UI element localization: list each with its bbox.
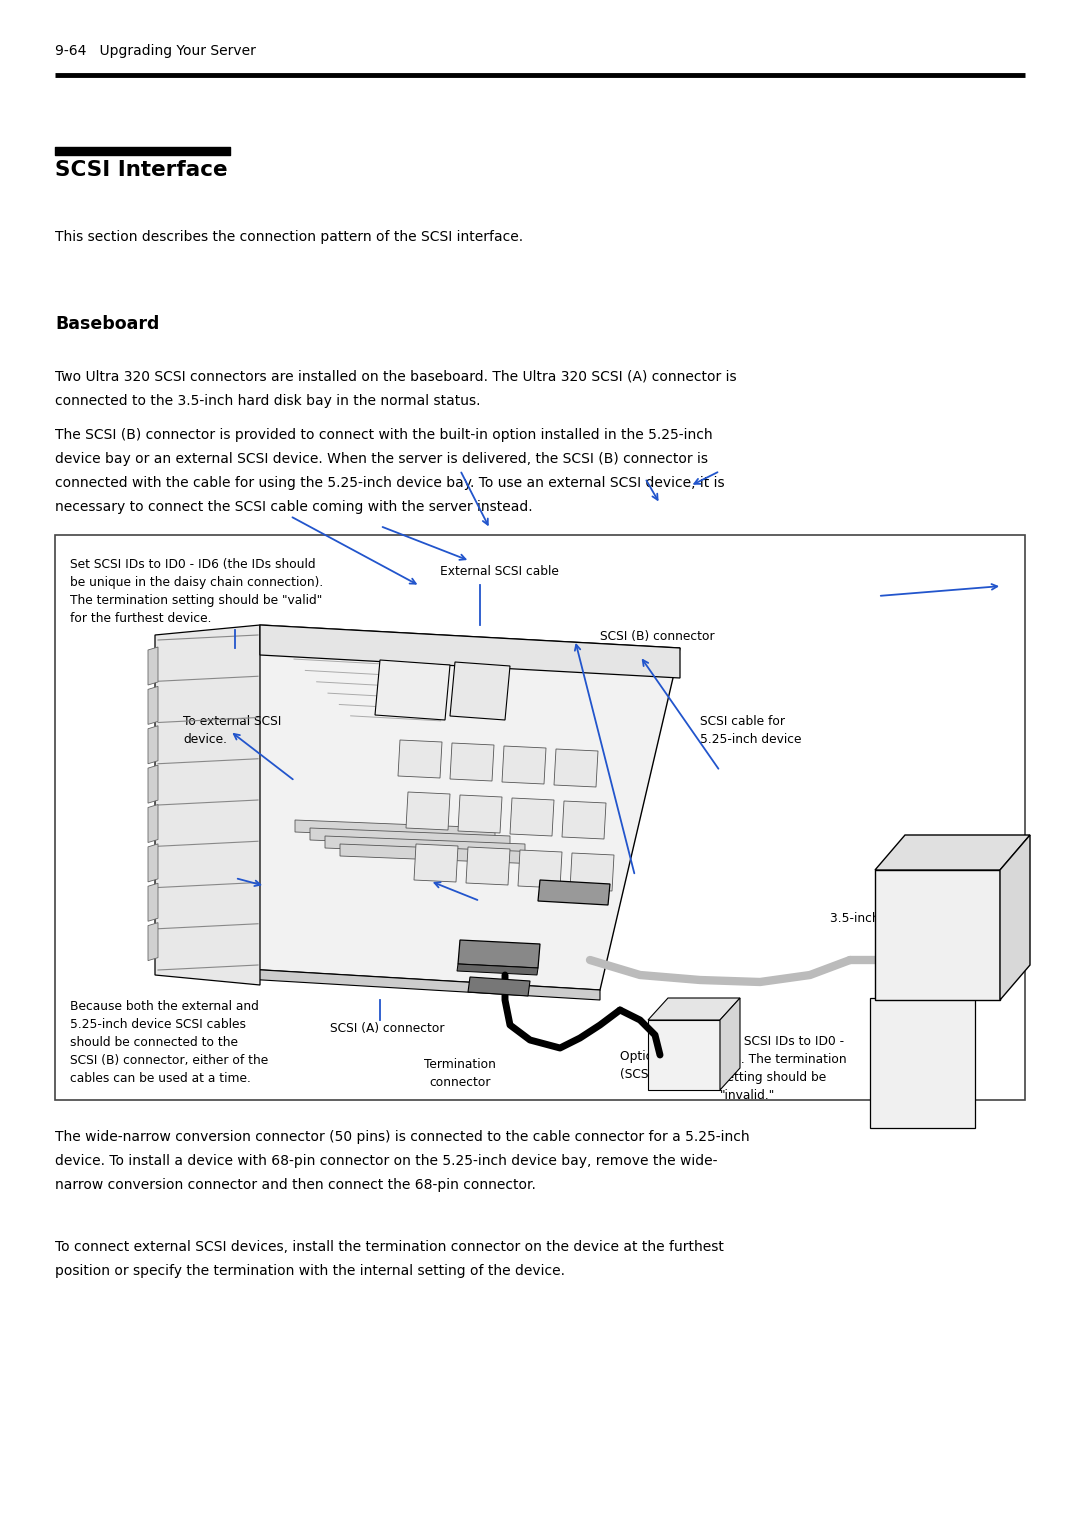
Bar [648,1019,720,1090]
Text: 5.25-inch device SCSI cables: 5.25-inch device SCSI cables [70,1018,246,1032]
Polygon shape [406,792,450,830]
Text: External SCSI cable: External SCSI cable [440,565,558,578]
Text: The SCSI (B) connector is provided to connect with the built-in option installed: The SCSI (B) connector is provided to co… [55,427,713,443]
Polygon shape [720,998,740,1090]
Text: SCSI (B) connector: SCSI (B) connector [600,630,715,642]
Polygon shape [457,964,538,975]
Polygon shape [648,998,740,1019]
Text: Termination: Termination [424,1058,496,1071]
Text: 5.25-inch device: 5.25-inch device [700,732,801,746]
Polygon shape [310,829,510,848]
Polygon shape [325,836,525,856]
Text: Two Ultra 320 SCSI connectors are installed on the baseboard. The Ultra 320 SCSI: Two Ultra 320 SCSI connectors are instal… [55,369,737,385]
Text: narrow conversion connector and then connect the 68-pin connector.: narrow conversion connector and then con… [55,1178,536,1192]
Polygon shape [450,662,510,720]
Text: The wide-narrow conversion connector (50 pins) is connected to the cable connect: The wide-narrow conversion connector (50… [55,1129,750,1144]
Text: device bay or an external SCSI device. When the server is delivered, the SCSI (B: device bay or an external SCSI device. W… [55,452,708,465]
Polygon shape [870,998,975,1128]
Polygon shape [178,626,260,975]
Polygon shape [148,765,158,803]
Polygon shape [518,850,562,888]
Text: be unique in the daisy chain connection).: be unique in the daisy chain connection)… [70,575,323,589]
Polygon shape [502,746,546,784]
Polygon shape [260,626,680,678]
Polygon shape [340,844,540,864]
Polygon shape [148,647,158,685]
Text: for the furthest device.: for the furthest device. [70,612,212,626]
Text: Set SCSI IDs to ID0 -: Set SCSI IDs to ID0 - [720,1035,845,1048]
Text: Baseboard: Baseboard [55,314,160,333]
Text: setting should be: setting should be [720,1071,826,1083]
Text: Set SCSI IDs to ID0 - ID6 (the IDs should: Set SCSI IDs to ID0 - ID6 (the IDs shoul… [70,559,315,571]
Polygon shape [1000,835,1030,1000]
Text: 9-64   Upgrading Your Server: 9-64 Upgrading Your Server [55,44,256,58]
Polygon shape [148,726,158,763]
Polygon shape [148,804,158,842]
Text: connected to the 3.5-inch hard disk bay in the normal status.: connected to the 3.5-inch hard disk bay … [55,394,481,407]
Polygon shape [538,881,610,905]
Text: ID6. The termination: ID6. The termination [720,1053,847,1067]
Text: necessary to connect the SCSI cable coming with the server instead.: necessary to connect the SCSI cable comi… [55,501,532,514]
Text: "invalid.": "invalid." [720,1090,775,1102]
Text: should be connected to the: should be connected to the [70,1036,238,1048]
Text: connected with the cable for using the 5.25-inch device bay. To use an external : connected with the cable for using the 5… [55,476,725,490]
Polygon shape [399,740,442,778]
Text: SCSI (A) connector: SCSI (A) connector [330,1022,445,1035]
Polygon shape [178,626,680,990]
Polygon shape [295,819,495,839]
Text: Optional device: Optional device [620,1050,716,1064]
Polygon shape [458,795,502,833]
Polygon shape [148,844,158,882]
Polygon shape [375,661,450,720]
Text: Because both the external and: Because both the external and [70,1000,259,1013]
Text: device.: device. [183,732,227,746]
Text: position or specify the termination with the internal setting of the device.: position or specify the termination with… [55,1264,565,1277]
Text: The termination setting should be "valid": The termination setting should be "valid… [70,594,322,607]
Bar [55,536,1025,1100]
Text: This section describes the connection pattern of the SCSI interface.: This section describes the connection pa… [55,230,523,244]
Polygon shape [414,844,458,882]
Text: To external SCSI: To external SCSI [183,716,282,728]
Text: connector: connector [429,1076,490,1090]
Polygon shape [450,743,494,781]
Polygon shape [875,835,1030,870]
Polygon shape [458,940,540,967]
Text: To connect external SCSI devices, install the termination connector on the devic: To connect external SCSI devices, instal… [55,1241,724,1254]
Text: 3.5-inch disk bay: 3.5-inch disk bay [831,913,934,925]
Polygon shape [465,847,510,885]
Text: SCSI (B) connector, either of the: SCSI (B) connector, either of the [70,1054,268,1067]
Text: SCSI Interface: SCSI Interface [55,160,228,180]
Text: device. To install a device with 68-pin connector on the 5.25-inch device bay, r: device. To install a device with 68-pin … [55,1154,717,1167]
Text: cables can be used at a time.: cables can be used at a time. [70,1071,251,1085]
Polygon shape [148,687,158,725]
Polygon shape [148,923,158,961]
Polygon shape [570,853,615,891]
Polygon shape [178,964,600,1000]
Polygon shape [468,977,530,996]
Polygon shape [148,884,158,922]
Polygon shape [156,626,260,984]
Text: (SCSI): (SCSI) [620,1068,657,1080]
Bar [875,870,1000,1000]
Polygon shape [554,749,598,787]
Text: SCSI cable for: SCSI cable for [700,716,785,728]
Polygon shape [510,798,554,836]
Polygon shape [562,801,606,839]
